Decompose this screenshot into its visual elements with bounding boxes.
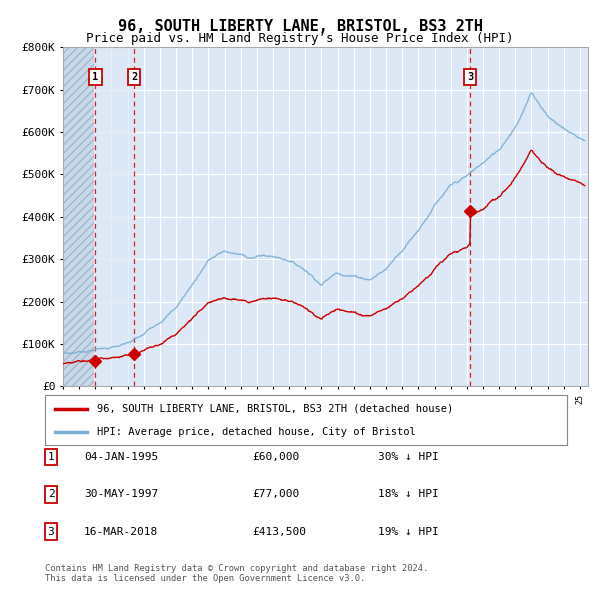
Text: HPI: Average price, detached house, City of Bristol: HPI: Average price, detached house, City… xyxy=(97,427,416,437)
Text: 2: 2 xyxy=(131,72,137,82)
Text: 04-JAN-1995: 04-JAN-1995 xyxy=(84,453,158,462)
Text: 2: 2 xyxy=(47,490,55,499)
Text: 96, SOUTH LIBERTY LANE, BRISTOL, BS3 2TH (detached house): 96, SOUTH LIBERTY LANE, BRISTOL, BS3 2TH… xyxy=(97,404,454,414)
Bar xyxy=(63,47,94,386)
Text: 96, SOUTH LIBERTY LANE, BRISTOL, BS3 2TH: 96, SOUTH LIBERTY LANE, BRISTOL, BS3 2TH xyxy=(118,19,482,34)
Bar xyxy=(94,47,134,386)
Text: 1: 1 xyxy=(92,72,98,82)
Text: £60,000: £60,000 xyxy=(252,453,299,462)
Text: Price paid vs. HM Land Registry’s House Price Index (HPI): Price paid vs. HM Land Registry’s House … xyxy=(86,32,514,45)
Text: 18% ↓ HPI: 18% ↓ HPI xyxy=(378,490,439,499)
Text: £413,500: £413,500 xyxy=(252,527,306,536)
Text: 30-MAY-1997: 30-MAY-1997 xyxy=(84,490,158,499)
Text: 3: 3 xyxy=(467,72,473,82)
Text: Contains HM Land Registry data © Crown copyright and database right 2024.
This d: Contains HM Land Registry data © Crown c… xyxy=(45,563,428,583)
Text: £77,000: £77,000 xyxy=(252,490,299,499)
Text: 3: 3 xyxy=(47,527,55,536)
Text: 30% ↓ HPI: 30% ↓ HPI xyxy=(378,453,439,462)
Text: 19% ↓ HPI: 19% ↓ HPI xyxy=(378,527,439,536)
Text: 16-MAR-2018: 16-MAR-2018 xyxy=(84,527,158,536)
Text: 1: 1 xyxy=(47,453,55,462)
